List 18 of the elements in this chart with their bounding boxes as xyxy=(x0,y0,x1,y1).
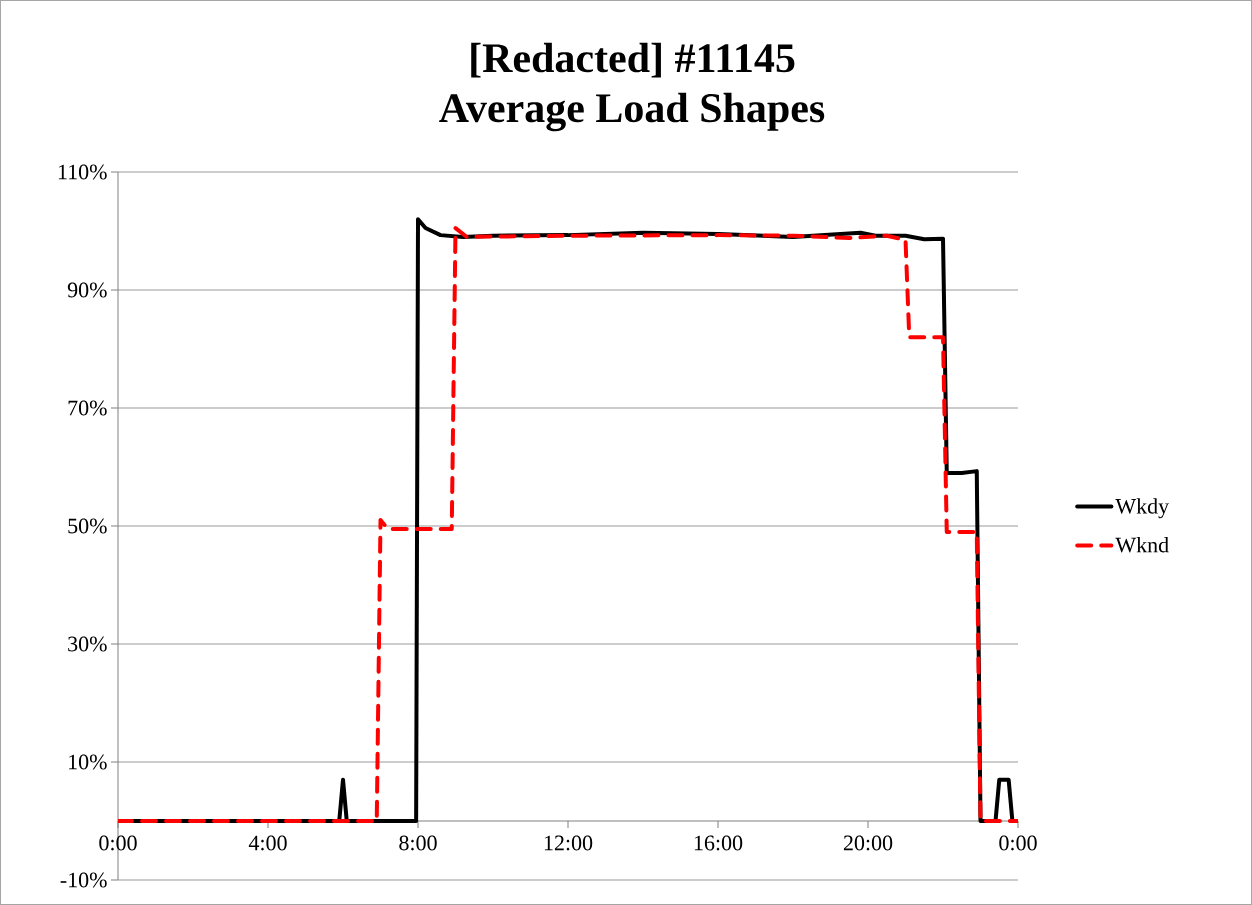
x-tick-label: 12:00 xyxy=(544,835,593,851)
legend-label: Wkdy xyxy=(1115,498,1170,519)
y-tick-label: 30% xyxy=(68,636,107,652)
x-tick-label: 20:00 xyxy=(843,835,893,851)
chart-title: [Redacted] #11145 xyxy=(471,42,795,78)
y-tick-label: 10% xyxy=(69,754,107,770)
x-tick-label: 0:00 xyxy=(999,835,1037,851)
y-tick-label: -10% xyxy=(60,872,107,888)
y-tick-label: 50% xyxy=(68,518,107,534)
legend-label: Wknd xyxy=(1115,537,1169,553)
chart-subtitle: Average Load Shapes xyxy=(439,92,825,132)
y-tick-label: 110% xyxy=(58,164,107,180)
x-tick-label: 16:00 xyxy=(694,835,743,851)
y-tick-label: 90% xyxy=(67,282,107,298)
x-tick-label: 8:00 xyxy=(399,835,437,851)
y-tick-label: 70% xyxy=(68,400,107,416)
x-tick-label: 0:00 xyxy=(99,835,137,851)
x-tick-label: 4:00 xyxy=(248,835,287,851)
